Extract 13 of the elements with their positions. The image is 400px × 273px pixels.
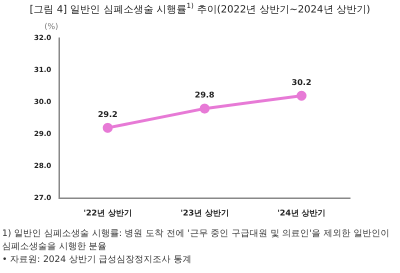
point xyxy=(200,104,210,114)
data-label: 30.2 xyxy=(292,78,312,87)
x-tick-label: '23년 상반기 xyxy=(180,208,229,218)
data-label: 29.2 xyxy=(98,110,118,119)
x-tick-label: '24년 상반기 xyxy=(277,208,326,218)
point xyxy=(296,90,307,101)
y-axis-title: (%) xyxy=(44,22,58,32)
chart-title: [그림 4] 일반인 심폐소생술 시행률$^{1)}$ 추이(2022년 상반기~2024년 상반기) xyxy=(28,2,372,16)
point xyxy=(102,122,113,133)
data-label: 29.8 xyxy=(194,90,215,100)
text: 1) 일반인 심폐소생술 시행률: 병원 도착 전에 '근무 중인 구급대원 및 의료인'을 제외한 일반인이 심폐소생술을 시행한 분율 xyxy=(2,228,390,254)
text: • 자료원: 2024 상반기 급성심장정지조사 통계 xyxy=(2,254,193,267)
x-tick-label: '22년 상반기 xyxy=(84,208,132,218)
